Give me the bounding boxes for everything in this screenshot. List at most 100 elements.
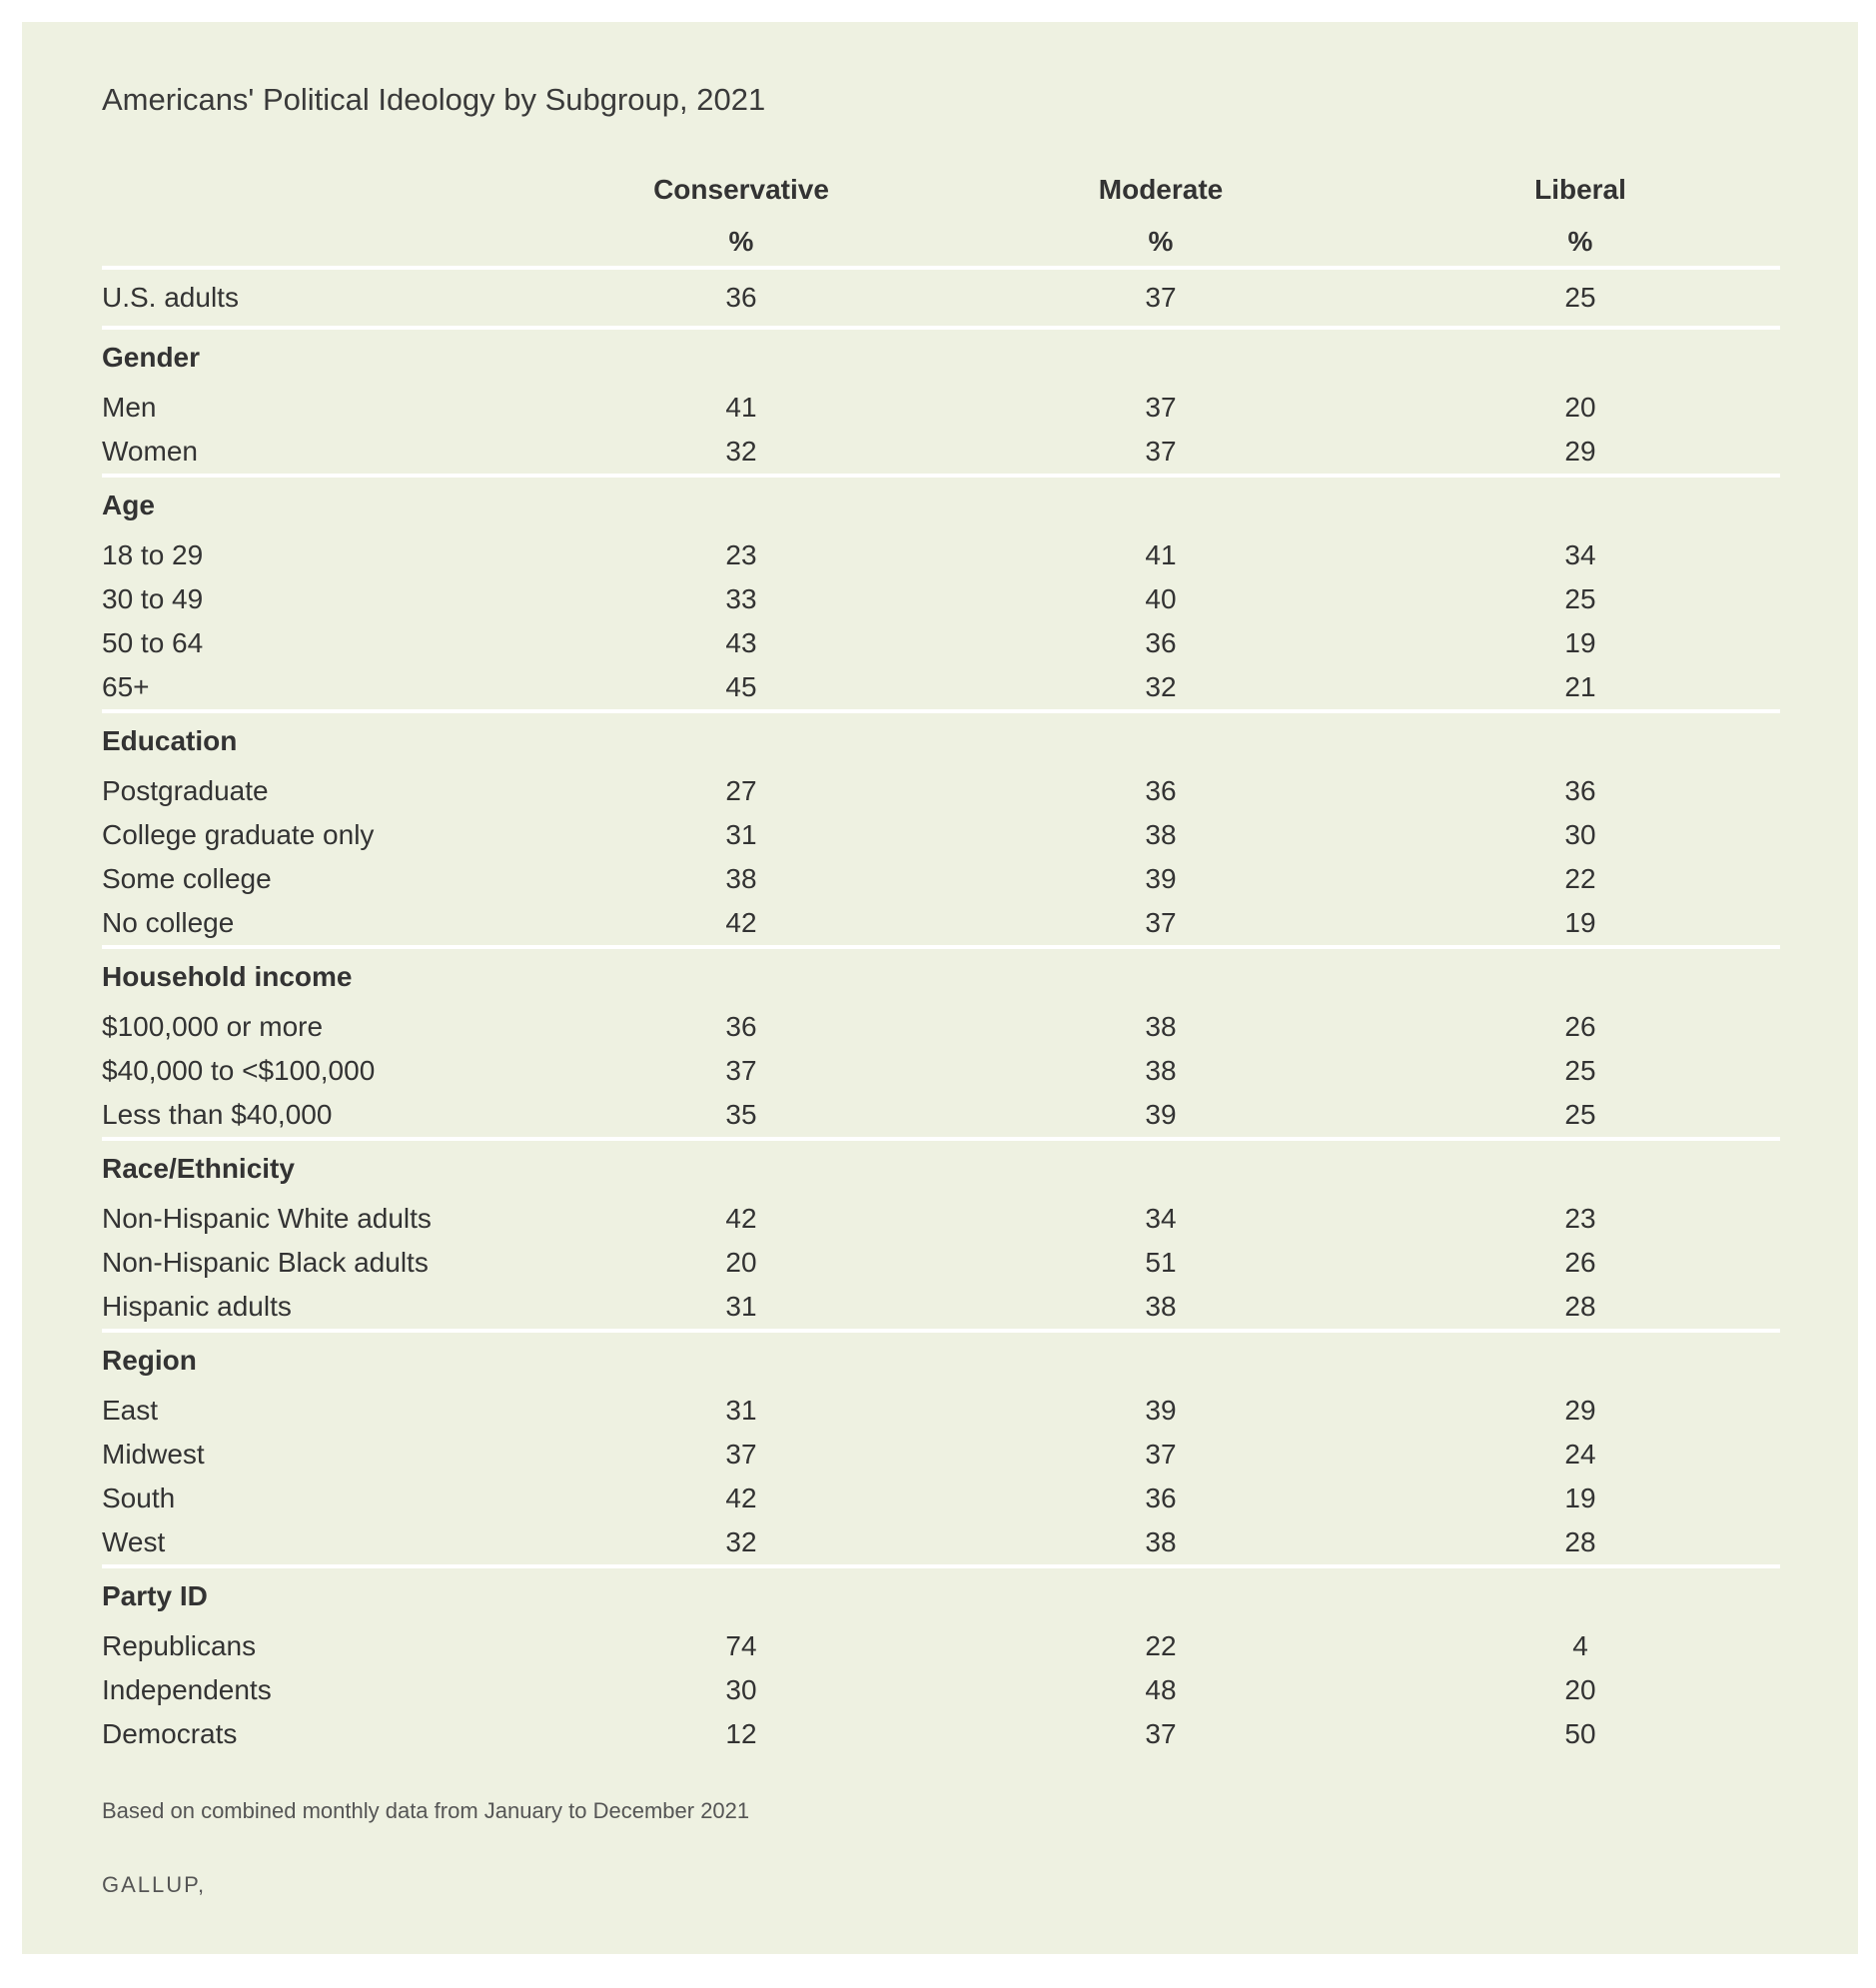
group-header-row: Education (102, 713, 1780, 769)
value-cell: 34 (1145, 1203, 1177, 1234)
value-cell: 23 (725, 539, 757, 570)
row-label: Postgraduate (102, 775, 269, 806)
table-row: East 31 39 29 (102, 1389, 1780, 1433)
table-divider (102, 945, 1780, 949)
table-row: $100,000 or more 36 38 26 (102, 1005, 1780, 1049)
value-cell: 37 (725, 1055, 757, 1086)
table-row: Midwest 37 37 24 (102, 1433, 1780, 1477)
table-row: Some college 38 39 22 (102, 857, 1780, 901)
groups-container: Gender Men 41 37 20 Women 32 37 29 Age 18 to 29 23 4… (102, 326, 1780, 1756)
group-label: Gender (102, 342, 201, 373)
table-row: South 42 36 19 (102, 1477, 1780, 1520)
value-cell: 36 (1145, 1483, 1177, 1513)
chart-title: Americans' Political Ideology by Subgrou… (102, 82, 766, 117)
value-cell: 48 (1145, 1674, 1177, 1705)
value-cell: 28 (1564, 1291, 1596, 1322)
row-label: Midwest (102, 1439, 205, 1470)
value-cell: 33 (725, 583, 757, 614)
table-row: Non-Hispanic White adults 42 34 23 (102, 1197, 1780, 1241)
value-cell: 28 (1564, 1526, 1596, 1557)
value-cell: 30 (1564, 819, 1596, 850)
row-label: U.S. adults (102, 282, 239, 313)
table-row: West 32 38 28 (102, 1520, 1780, 1564)
table-divider (102, 709, 1780, 713)
value-cell: 36 (725, 1011, 757, 1042)
group-label: Household income (102, 961, 353, 992)
value-cell: 39 (1145, 863, 1177, 894)
table-row: $40,000 to <$100,000 37 38 25 (102, 1049, 1780, 1093)
table-divider (102, 1329, 1780, 1333)
row-label: Republicans (102, 1630, 257, 1661)
row-label: 65+ (102, 671, 150, 702)
value-cell: 74 (725, 1630, 757, 1661)
value-cell: 45 (725, 671, 757, 702)
row-label: West (102, 1526, 166, 1557)
value-cell: 30 (725, 1674, 757, 1705)
value-cell: 12 (725, 1718, 757, 1749)
value-cell: 42 (725, 907, 757, 938)
table-row: Postgraduate 27 36 36 (102, 769, 1780, 813)
group-header-row: Party ID (102, 1568, 1780, 1624)
gallup-logo: GALLUP, (102, 1872, 207, 1897)
value-cell: 34 (1564, 539, 1596, 570)
value-cell: 31 (725, 1291, 757, 1322)
value-cell: 51 (1145, 1247, 1177, 1278)
value-cell: 43 (725, 627, 757, 658)
value-cell: 35 (725, 1099, 757, 1130)
value-cell: 37 (1145, 392, 1177, 423)
group-label: Party ID (102, 1580, 208, 1611)
table-row: Men 41 37 20 (102, 386, 1780, 430)
column-header-moderate: Moderate (1098, 174, 1224, 205)
unit-label: % (1567, 226, 1593, 257)
value-cell: 38 (1145, 1526, 1177, 1557)
value-cell: 42 (725, 1483, 757, 1513)
value-cell: 26 (1564, 1247, 1596, 1278)
value-cell: 20 (1564, 392, 1596, 423)
row-label: Less than $40,000 (102, 1099, 333, 1130)
group-header-row: Age (102, 478, 1780, 533)
value-cell: 38 (1145, 1011, 1177, 1042)
value-cell: 23 (1564, 1203, 1596, 1234)
column-header-liberal: Liberal (1534, 174, 1626, 205)
row-label: College graduate only (102, 819, 375, 850)
value-cell: 38 (1145, 1055, 1177, 1086)
table-row: 65+ 45 32 21 (102, 665, 1780, 709)
row-label: Some college (102, 863, 272, 894)
value-cell: 50 (1564, 1718, 1596, 1749)
value-cell: 41 (725, 392, 757, 423)
group-label: Age (102, 490, 155, 520)
group-label: Education (102, 725, 238, 756)
value-cell: 27 (725, 775, 757, 806)
value-cell: 20 (725, 1247, 757, 1278)
value-cell: 42 (725, 1203, 757, 1234)
unit-header-row: % % % (102, 218, 1780, 266)
table-row: Republicans 74 22 4 (102, 1624, 1780, 1668)
value-cell: 36 (1564, 775, 1596, 806)
table-row: Hispanic adults 31 38 28 (102, 1285, 1780, 1329)
value-cell: 39 (1145, 1395, 1177, 1426)
value-cell: 19 (1564, 907, 1596, 938)
row-label: Hispanic adults (102, 1291, 292, 1322)
table-row: 30 to 49 33 40 25 (102, 577, 1780, 621)
group-label: Region (102, 1345, 197, 1376)
value-cell: 25 (1564, 583, 1596, 614)
group-header-row: Race/Ethnicity (102, 1141, 1780, 1197)
group-label: Race/Ethnicity (102, 1153, 295, 1184)
row-label: Democrats (102, 1718, 238, 1749)
ideology-table: Conservative Moderate Liberal % % % U.S.… (102, 162, 1780, 1756)
group-header-row: Region (102, 1333, 1780, 1389)
value-cell: 37 (725, 1439, 757, 1470)
value-cell: 32 (1145, 671, 1177, 702)
column-header-row: Conservative Moderate Liberal (102, 162, 1780, 218)
row-label: Non-Hispanic Black adults (102, 1247, 429, 1278)
group-header-row: Gender (102, 330, 1780, 386)
row-label: $100,000 or more (102, 1011, 324, 1042)
table-divider (102, 326, 1780, 330)
row-label: 18 to 29 (102, 539, 204, 570)
value-cell: 37 (1145, 1439, 1177, 1470)
table-row: 18 to 29 23 41 34 (102, 533, 1780, 577)
table-divider (102, 266, 1780, 270)
value-cell: 37 (1145, 907, 1177, 938)
row-label: Women (102, 436, 198, 467)
value-cell: 22 (1145, 1630, 1177, 1661)
